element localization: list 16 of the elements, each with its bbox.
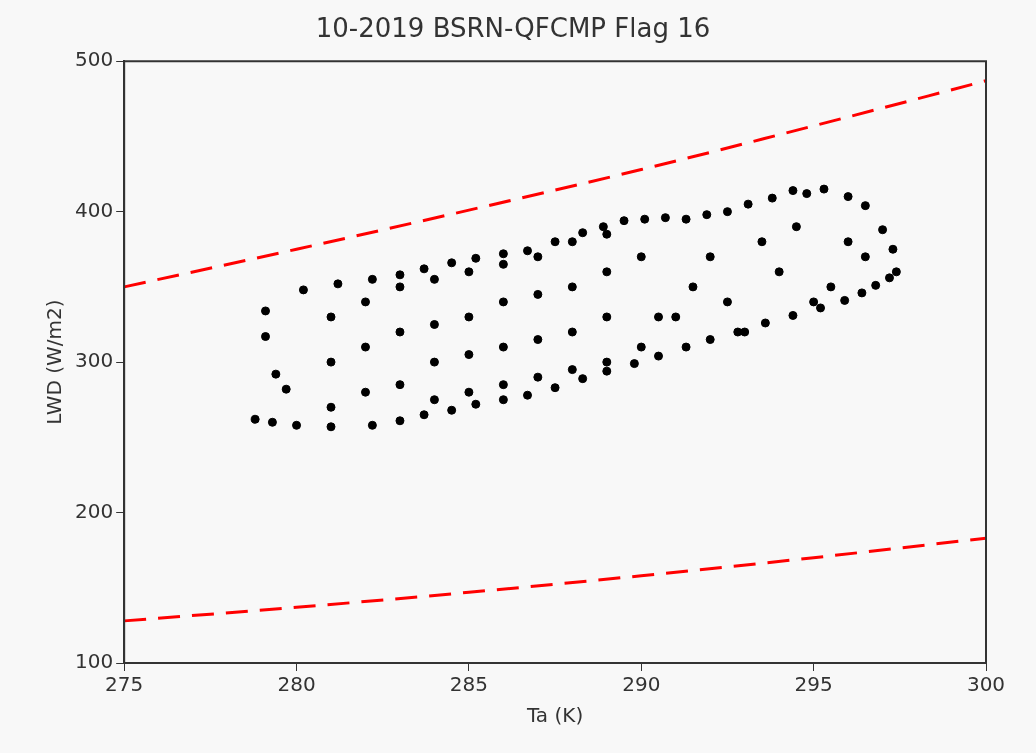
chart-title: 10-2019 BSRN-QFCMP Flag 16: [315, 13, 711, 44]
x-tick-label: 275: [105, 672, 144, 697]
y-tick-label: 100: [74, 649, 114, 674]
y-tick-label: 500: [74, 47, 114, 72]
x-tick-label: 300: [966, 672, 1006, 697]
line-series: [124, 79, 986, 289]
y-tick-label: 400: [74, 197, 114, 222]
x-tick-label: 295: [794, 672, 833, 697]
line-series: [124, 536, 986, 623]
x-axis-title: Ta (K): [525, 703, 584, 728]
y-tick-label: 300: [74, 348, 114, 373]
x-tick-label: 280: [277, 672, 316, 697]
y-tick-label: 200: [74, 498, 114, 523]
x-tick-label: 285: [449, 672, 488, 697]
x-tick-label: 290: [622, 672, 661, 697]
y-axis-title: LWD (W/m2): [42, 299, 67, 425]
